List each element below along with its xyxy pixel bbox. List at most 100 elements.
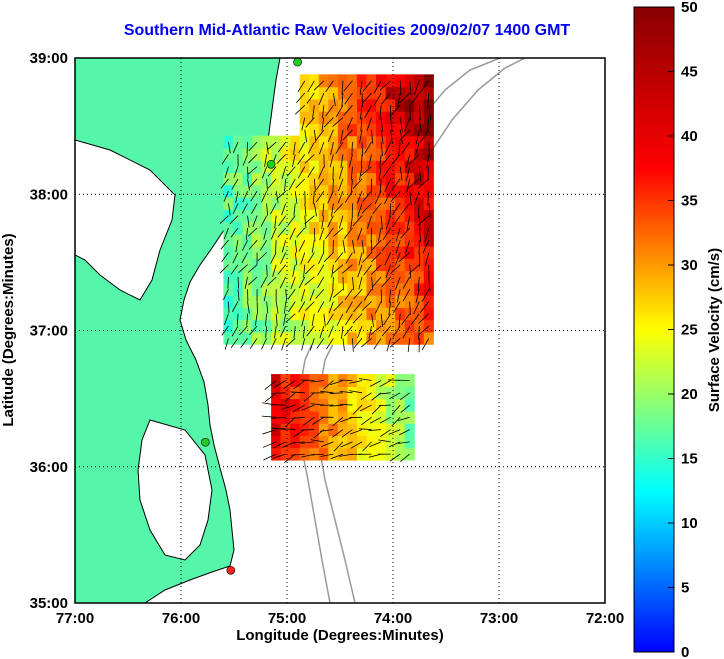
- velocity-cell: [404, 246, 415, 259]
- velocity-arrow: [248, 239, 258, 250]
- velocity-arrow: [332, 264, 344, 274]
- velocity-arrow: [245, 227, 248, 241]
- velocity-cell: [309, 270, 320, 284]
- velocity-cell: [271, 246, 282, 259]
- velocity-arrow: [298, 166, 306, 179]
- velocity-arrow: [343, 105, 353, 116]
- velocity-arrow: [399, 117, 403, 132]
- velocity-cell: [414, 319, 425, 333]
- colorbar-tick-label: 0: [681, 644, 689, 659]
- velocity-cell: [423, 184, 434, 198]
- velocity-arrow: [391, 417, 401, 427]
- velocity-arrow: [370, 264, 382, 275]
- velocity-arrow: [350, 441, 363, 449]
- velocity-arrow: [321, 117, 325, 131]
- velocity-arrow: [332, 429, 344, 438]
- velocity-arrow: [353, 301, 363, 313]
- velocity-arrow: [395, 227, 401, 242]
- velocity-arrow: [266, 141, 277, 151]
- velocity-arrow: [267, 166, 277, 177]
- velocity-cell: [309, 74, 320, 88]
- velocity-arrow: [396, 289, 401, 303]
- velocity-arrow: [406, 178, 411, 193]
- velocity-arrow: [241, 240, 248, 251]
- velocity-arrow: [266, 264, 268, 277]
- velocity-cell: [337, 331, 349, 345]
- velocity-arrow: [276, 190, 286, 200]
- velocity-cell: [223, 270, 234, 284]
- x-tick-label: 77:00: [56, 610, 94, 627]
- velocity-arrow: [408, 154, 420, 165]
- velocity-arrow: [398, 142, 401, 157]
- velocity-arrow: [325, 227, 334, 239]
- velocity-cell: [232, 160, 244, 174]
- velocity-arrow: [371, 129, 373, 144]
- velocity-cell: [309, 160, 320, 174]
- velocity-arrow: [223, 227, 229, 240]
- velocity-arrow: [343, 227, 353, 239]
- velocity-arrow: [288, 301, 296, 313]
- velocity-arrow: [272, 453, 286, 459]
- velocity-arrow: [380, 429, 391, 437]
- velocity-arrow: [372, 203, 382, 215]
- velocity-arrow: [319, 325, 325, 339]
- velocity-arrow: [335, 141, 344, 155]
- velocity-arrow: [312, 105, 315, 119]
- velocity-arrow: [306, 92, 315, 104]
- velocity-arrow: [309, 338, 315, 351]
- velocity-cell: [395, 447, 406, 461]
- velocity-arrow: [381, 276, 391, 288]
- velocity-arrow: [360, 117, 363, 132]
- velocity-arrow: [317, 264, 325, 276]
- sound-water: [137, 419, 213, 561]
- velocity-arrow: [270, 338, 277, 350]
- velocity-arrow: [272, 441, 286, 449]
- velocity-arrow: [345, 313, 353, 326]
- velocity-arrow: [329, 154, 334, 168]
- velocity-arrow: [319, 141, 325, 155]
- velocity-arrow: [293, 203, 296, 216]
- velocity-arrow: [307, 80, 315, 93]
- velocity-cell: [366, 270, 377, 284]
- velocity-cell: [280, 172, 291, 186]
- velocity-cell: [385, 331, 396, 345]
- velocity-cell: [280, 295, 291, 308]
- velocity-arrow: [265, 325, 268, 338]
- velocity-arrow: [238, 264, 248, 273]
- x-tick-label: 76:00: [162, 610, 200, 627]
- velocity-arrow: [280, 428, 296, 430]
- velocity-arrow: [380, 142, 383, 156]
- velocity-arrow: [395, 240, 401, 254]
- velocity-arrow: [380, 313, 384, 327]
- velocity-cell: [309, 111, 320, 124]
- colorbar-tick-label: 35: [681, 193, 698, 210]
- velocity-arrow: [350, 215, 353, 229]
- velocity-arrow: [351, 142, 353, 156]
- velocity-arrow: [270, 252, 277, 264]
- velocity-cell: [309, 398, 320, 412]
- velocity-cell: [414, 196, 425, 210]
- velocity-cell: [423, 246, 434, 259]
- velocity-arrow: [368, 453, 382, 458]
- velocity-arrow: [428, 142, 430, 157]
- velocity-arrow: [276, 154, 286, 164]
- velocity-cell: [232, 307, 244, 321]
- velocity-arrow: [228, 142, 231, 154]
- velocity-arrow: [332, 166, 334, 180]
- velocity-arrow: [323, 117, 334, 128]
- velocity-arrow: [231, 325, 239, 337]
- velocity-arrow: [390, 117, 393, 132]
- velocity-cell: [347, 86, 358, 100]
- velocity-arrow: [349, 380, 363, 384]
- velocity-arrow: [368, 325, 372, 339]
- velocity-arrow: [232, 203, 239, 215]
- velocity-arrow: [400, 453, 410, 463]
- velocity-arrow: [242, 154, 248, 166]
- velocity-arrow: [275, 240, 277, 253]
- velocity-cell: [347, 184, 358, 198]
- velocity-arrow: [364, 105, 372, 118]
- velocity-arrow: [340, 154, 344, 168]
- velocity-arrow: [341, 80, 344, 95]
- velocity-arrow: [373, 92, 382, 106]
- velocity-arrow: [391, 404, 401, 415]
